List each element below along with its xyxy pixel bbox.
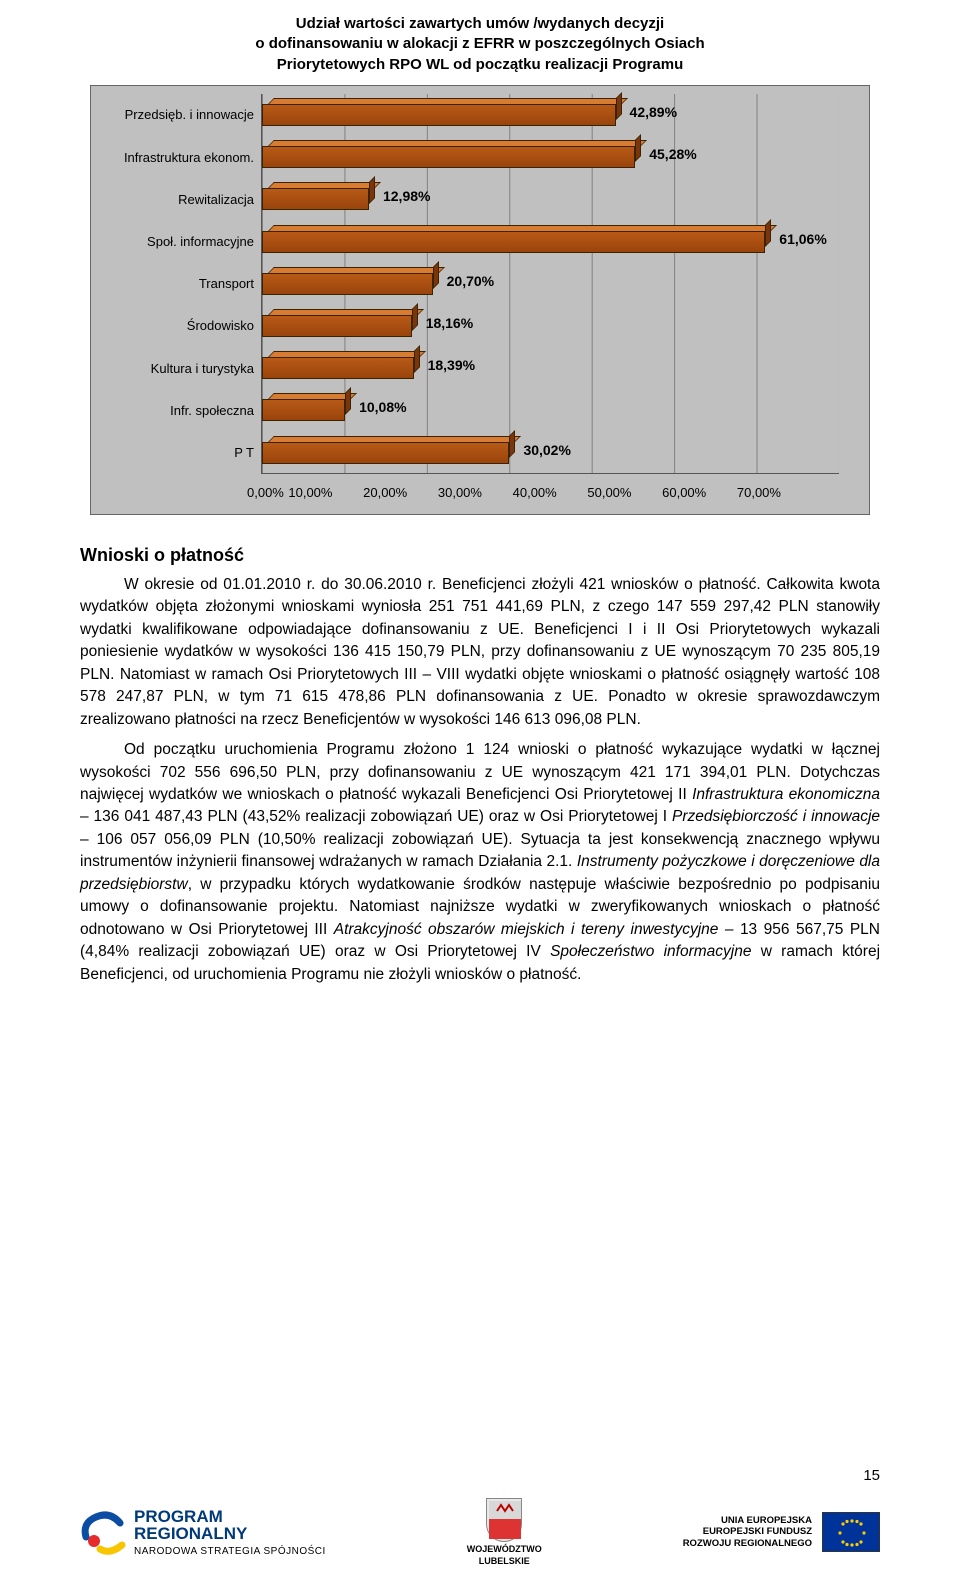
swirl-icon <box>80 1509 126 1555</box>
chart-x-tick: 10,00% <box>288 485 363 500</box>
paragraph: Od początku uruchomienia Programu złożon… <box>80 739 880 986</box>
chart-bar: Transport 20,70% <box>262 271 839 297</box>
chart-category-label: Kultura i turystyka <box>102 361 262 376</box>
chart-bar: Przedsięb. i innowacje 42,89% <box>262 102 839 128</box>
eu-logo: UNIA EUROPEJSKA EUROPEJSKI FUNDUSZ ROZWO… <box>683 1512 880 1552</box>
chart-x-tick: 60,00% <box>662 485 737 500</box>
chart-category-label: Infrastruktura ekonom. <box>102 150 262 165</box>
section-heading: Wnioski o płatność <box>80 545 880 566</box>
chart-bar: Środowisko 18,16% <box>262 313 839 339</box>
chart-value-label: 18,39% <box>428 357 475 373</box>
logo-text: UNIA EUROPEJSKA <box>683 1515 812 1526</box>
program-regionalny-logo: PROGRAM REGIONALNY NARODOWA STRATEGIA SP… <box>80 1508 326 1557</box>
chart-value-label: 10,08% <box>359 399 406 415</box>
chart-value-label: 12,98% <box>383 188 430 204</box>
chart-bar: Kultura i turystyka 18,39% <box>262 355 839 381</box>
logo-text: EUROPEJSKI FUNDUSZ <box>683 1526 812 1537</box>
chart-x-axis: 0,00%10,00%20,00%30,00%40,00%50,00%60,00… <box>251 485 849 500</box>
chart-x-tick: 70,00% <box>737 485 812 500</box>
chart-value-label: 61,06% <box>779 231 826 247</box>
chart-bar: P T 30,02% <box>262 440 839 466</box>
logo-text: REGIONALNY <box>134 1525 326 1542</box>
chart-title: Udział wartości zawartych umów /wydanych… <box>80 8 880 85</box>
chart-category-label: Infr. społeczna <box>102 403 262 418</box>
chart-bar: Infrastruktura ekonom. 45,28% <box>262 144 839 170</box>
chart-bar: Infr. społeczna 10,08% <box>262 397 839 423</box>
footer-logos: PROGRAM REGIONALNY NARODOWA STRATEGIA SP… <box>0 1498 960 1566</box>
chart-container: Udział wartości zawartych umów /wydanych… <box>80 8 880 515</box>
chart-category-label: Transport <box>102 276 262 291</box>
chart-bar: Społ. informacyjne 61,06% <box>262 229 839 255</box>
chart-plot-area: Przedsięb. i innowacje 42,89% Infrastruk… <box>90 85 870 515</box>
eu-flag-icon <box>822 1512 880 1552</box>
chart-category-label: P T <box>102 445 262 460</box>
chart-value-label: 30,02% <box>523 442 570 458</box>
chart-x-tick: 40,00% <box>513 485 588 500</box>
logo-text: ROZWOJU REGIONALNEGO <box>683 1538 812 1549</box>
paragraph: W okresie od 01.01.2010 r. do 30.06.2010… <box>80 574 880 731</box>
chart-category-label: Środowisko <box>102 318 262 333</box>
chart-x-tick: 50,00% <box>587 485 662 500</box>
shield-icon <box>486 1498 522 1542</box>
page-number: 15 <box>863 1467 880 1484</box>
chart-category-label: Rewitalizacja <box>102 192 262 207</box>
logo-text: PROGRAM <box>134 1508 326 1525</box>
logo-text: LUBELSKIE <box>479 1556 530 1566</box>
chart-category-label: Przedsięb. i innowacje <box>102 107 262 122</box>
chart-value-label: 42,89% <box>630 104 677 120</box>
chart-value-label: 18,16% <box>426 315 473 331</box>
chart-value-label: 45,28% <box>649 146 696 162</box>
logo-text: WOJEWÓDZTWO <box>467 1544 542 1554</box>
chart-bar: Rewitalizacja 12,98% <box>262 186 839 212</box>
chart-x-tick: 20,00% <box>363 485 438 500</box>
chart-category-label: Społ. informacyjne <box>102 234 262 249</box>
logo-subtext: NARODOWA STRATEGIA SPÓJNOŚCI <box>134 1546 326 1557</box>
wojewodztwo-logo: WOJEWÓDZTWO LUBELSKIE <box>467 1498 542 1566</box>
chart-x-tick: 30,00% <box>438 485 513 500</box>
chart-value-label: 20,70% <box>447 273 494 289</box>
